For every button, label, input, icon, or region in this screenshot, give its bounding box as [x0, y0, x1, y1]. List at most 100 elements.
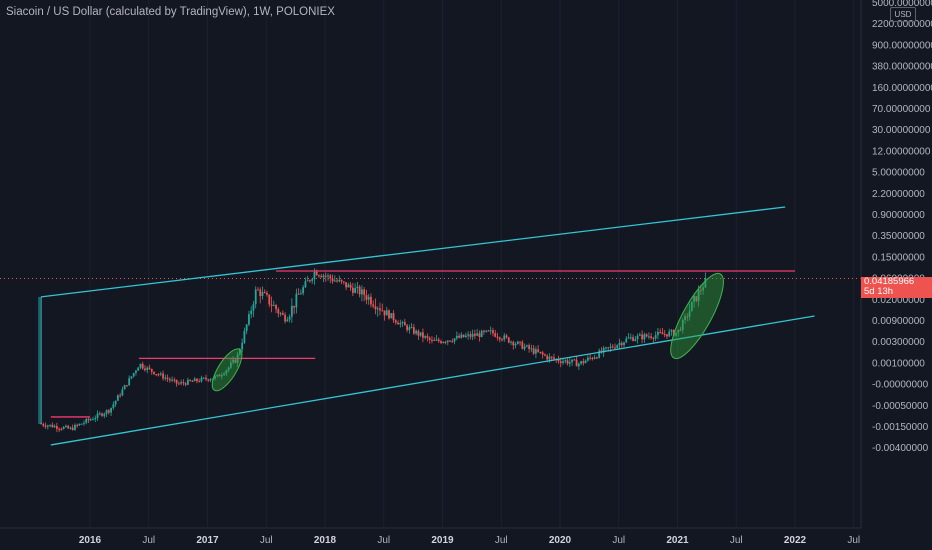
candle-body	[351, 287, 354, 293]
candle-body	[489, 330, 492, 332]
highlight-ellipse[interactable]	[662, 267, 733, 365]
candle-body	[354, 288, 357, 293]
candle-body	[263, 292, 266, 294]
candle-body	[492, 330, 494, 334]
time-tick-label: Jul	[377, 535, 390, 546]
time-tick-label: Jul	[495, 535, 508, 546]
candle-body	[657, 331, 659, 336]
candle-body	[130, 376, 133, 379]
time-tick-label: 2018	[314, 535, 337, 546]
candle-body	[329, 275, 332, 279]
candle-body	[180, 382, 183, 384]
candle-body	[372, 304, 375, 307]
candle-body	[666, 334, 668, 337]
chart-title: Siacoin / US Dollar (calculated by Tradi…	[6, 6, 335, 18]
candle-body	[60, 428, 63, 430]
candle-body	[297, 293, 300, 295]
time-tick-label: Jul	[730, 535, 743, 546]
time-tick-label: 2021	[666, 535, 689, 546]
candle-body	[114, 400, 117, 405]
candle-body	[575, 359, 578, 367]
candle-body	[315, 271, 318, 276]
candle-body	[650, 336, 653, 338]
candle-body	[336, 280, 338, 282]
candle-body	[690, 301, 693, 312]
candle-body	[659, 331, 662, 333]
candle-body	[89, 419, 92, 421]
candle-body	[87, 419, 90, 421]
candle-body	[553, 357, 555, 360]
candle-body	[397, 322, 399, 325]
candle-body	[361, 289, 363, 295]
candle-body	[119, 395, 122, 397]
price-tick-label: -0.00400000	[872, 443, 929, 454]
candle-body	[49, 424, 51, 426]
candle-body	[473, 333, 476, 336]
candle-body	[200, 377, 203, 382]
candle-body	[189, 379, 192, 381]
candle-body	[266, 292, 268, 295]
candle-body	[634, 339, 637, 341]
candle-body	[284, 314, 286, 322]
candle-body	[460, 334, 463, 338]
candle-body	[670, 330, 673, 332]
candle-body	[586, 357, 589, 361]
candle-body	[512, 341, 515, 346]
candle-body	[173, 379, 176, 381]
time-axis[interactable]: 2016 Jul 2017 Jul 2018 Jul 2019 Jul 2020 Jul 2021 J…	[79, 535, 860, 546]
candle-body	[103, 413, 106, 416]
candle-body	[385, 310, 388, 316]
channel-lower-line[interactable]	[50, 315, 815, 446]
candle-body	[596, 357, 598, 359]
candle-body	[697, 290, 700, 302]
candle-body	[107, 410, 110, 413]
candle-body	[519, 341, 521, 343]
candle-body	[424, 336, 427, 338]
candle-body	[101, 413, 103, 416]
candle-body	[220, 375, 223, 377]
candle-body	[290, 305, 293, 317]
candle-body	[261, 292, 264, 296]
candle-body	[528, 345, 531, 350]
candle-body	[679, 329, 682, 331]
candle-body	[128, 378, 131, 386]
channel-upper-line[interactable]	[40, 206, 786, 298]
candle-body	[507, 337, 510, 343]
candle-body	[182, 382, 185, 384]
candle-body	[605, 347, 607, 349]
candle-body	[67, 425, 70, 429]
candle-body	[356, 286, 359, 289]
candle-body	[444, 341, 447, 343]
time-tick-label: 2019	[431, 535, 454, 546]
candle-body	[196, 378, 198, 382]
price-axis[interactable]: 5000.00000000 2200.00000000 900.00000000 38…	[872, 0, 932, 454]
candle-body	[121, 389, 124, 396]
candle-body	[661, 332, 664, 335]
candle-body	[532, 348, 535, 354]
candle-body	[44, 425, 47, 427]
candle-body	[252, 304, 255, 311]
grid	[0, 0, 861, 528]
candle-body	[320, 275, 323, 278]
candle-body	[629, 337, 632, 339]
candle-body	[510, 341, 512, 343]
candle-body	[686, 316, 689, 318]
candle-body	[478, 333, 481, 338]
candle-body	[616, 345, 619, 348]
candle-body	[647, 336, 650, 338]
candle-body	[171, 379, 173, 381]
currency-button[interactable]: USD	[890, 7, 916, 22]
candle-body	[299, 293, 302, 295]
highlight-ellipse[interactable]	[207, 345, 248, 395]
candle-body	[394, 320, 397, 323]
candle-body	[76, 424, 79, 426]
candle-body	[702, 287, 705, 291]
candle-body	[627, 337, 630, 339]
candle-body	[521, 341, 524, 349]
candle-body	[530, 348, 533, 350]
candle-body	[168, 378, 171, 381]
candle-body	[218, 374, 221, 377]
candle-body	[494, 333, 497, 337]
candle-body	[632, 337, 634, 341]
